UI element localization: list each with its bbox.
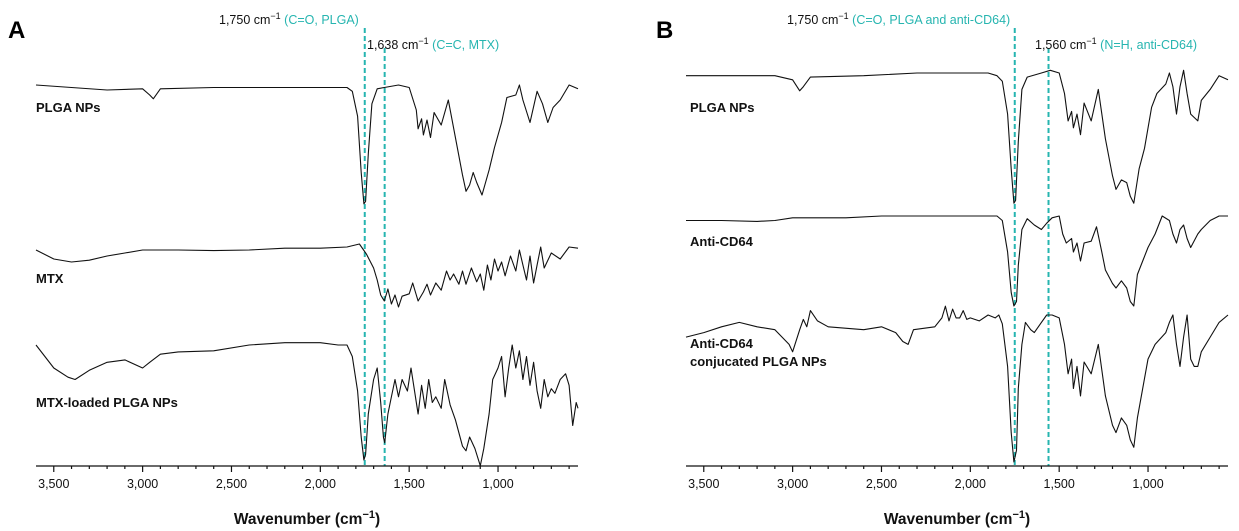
panel-a: A 1,750 cm−1 (C=O, PLGA)1,638 cm−1 (C=C, … [8, 11, 579, 528]
x-axis-title: Wavenumber (cm−1) [884, 509, 1030, 528]
tick-label: 1,000 [482, 477, 513, 491]
marker-annotation-1750: 1,750 cm−1 (C=O, PLGA) [219, 11, 359, 27]
trace-label: Anti-CD64 [690, 234, 754, 249]
marker-description: (C=O, PLGA and anti-CD64) [849, 13, 1011, 27]
spectrum-trace-1 [686, 69, 1229, 204]
trace-label: MTX-loaded PLGA NPs [36, 395, 178, 410]
tick-label: 3,000 [127, 477, 158, 491]
marker-wavenumber: 1,560 cm [1035, 38, 1086, 52]
x-axis-title-close: ) [375, 511, 380, 528]
tick-label: 3,000 [777, 477, 808, 491]
marker-annotation-1560: 1,560 cm−1 (N=H, anti-CD64) [1035, 36, 1197, 52]
trace-label: PLGA NPs [690, 100, 755, 115]
marker-description: (C=O, PLGA) [281, 13, 359, 27]
tick-label: 2,000 [955, 477, 986, 491]
marker-superscript: −1 [270, 11, 280, 21]
marker-wavenumber: 1,750 cm [787, 13, 838, 27]
tick-label: 2,000 [305, 477, 336, 491]
x-axis-title-close: ) [1025, 511, 1030, 528]
trace-label: MTX [36, 271, 64, 286]
marker-superscript: −1 [418, 36, 428, 46]
panel-b: B 1,750 cm−1 (C=O, PLGA and anti-CD64)1,5… [656, 11, 1229, 528]
tick-label: 3,500 [38, 477, 69, 491]
spectrum-trace-3 [35, 342, 579, 467]
trace-label: conjucated PLGA NPs [690, 354, 827, 369]
spectrum-trace-2 [686, 215, 1228, 307]
trace-label: PLGA NPs [36, 100, 101, 115]
x-axis-title-text: Wavenumber (cm [234, 511, 363, 528]
x-axis-title: Wavenumber (cm−1) [234, 509, 380, 528]
tick-label: 2,500 [866, 477, 897, 491]
marker-superscript: −1 [1086, 36, 1096, 46]
tick-label: 3,500 [688, 477, 719, 491]
tick-label: 1,000 [1132, 477, 1163, 491]
spectrum-trace-3 [685, 305, 1229, 463]
x-axis-title-sup: −1 [1012, 509, 1025, 521]
marker-annotation-1638: 1,638 cm−1 (C=C, MTX) [367, 36, 499, 52]
panel-letter: B [656, 17, 673, 44]
spectrum-trace-2 [35, 243, 579, 308]
panel-letter: A [8, 17, 25, 44]
marker-superscript: −1 [838, 11, 848, 21]
marker-annotation-1750: 1,750 cm−1 (C=O, PLGA and anti-CD64) [787, 11, 1010, 27]
tick-label: 1,500 [1044, 477, 1075, 491]
tick-label: 1,500 [394, 477, 425, 491]
spectrum-trace-1 [35, 84, 579, 205]
marker-description: (N=H, anti-CD64) [1097, 38, 1197, 52]
trace-label: Anti-CD64 [690, 336, 754, 351]
marker-wavenumber: 1,638 cm [367, 38, 418, 52]
marker-wavenumber: 1,750 cm [219, 13, 270, 27]
x-axis-title-sup: −1 [362, 509, 375, 521]
marker-description: (C=C, MTX) [429, 38, 499, 52]
x-axis-title-text: Wavenumber (cm [884, 511, 1013, 528]
tick-label: 2,500 [216, 477, 247, 491]
